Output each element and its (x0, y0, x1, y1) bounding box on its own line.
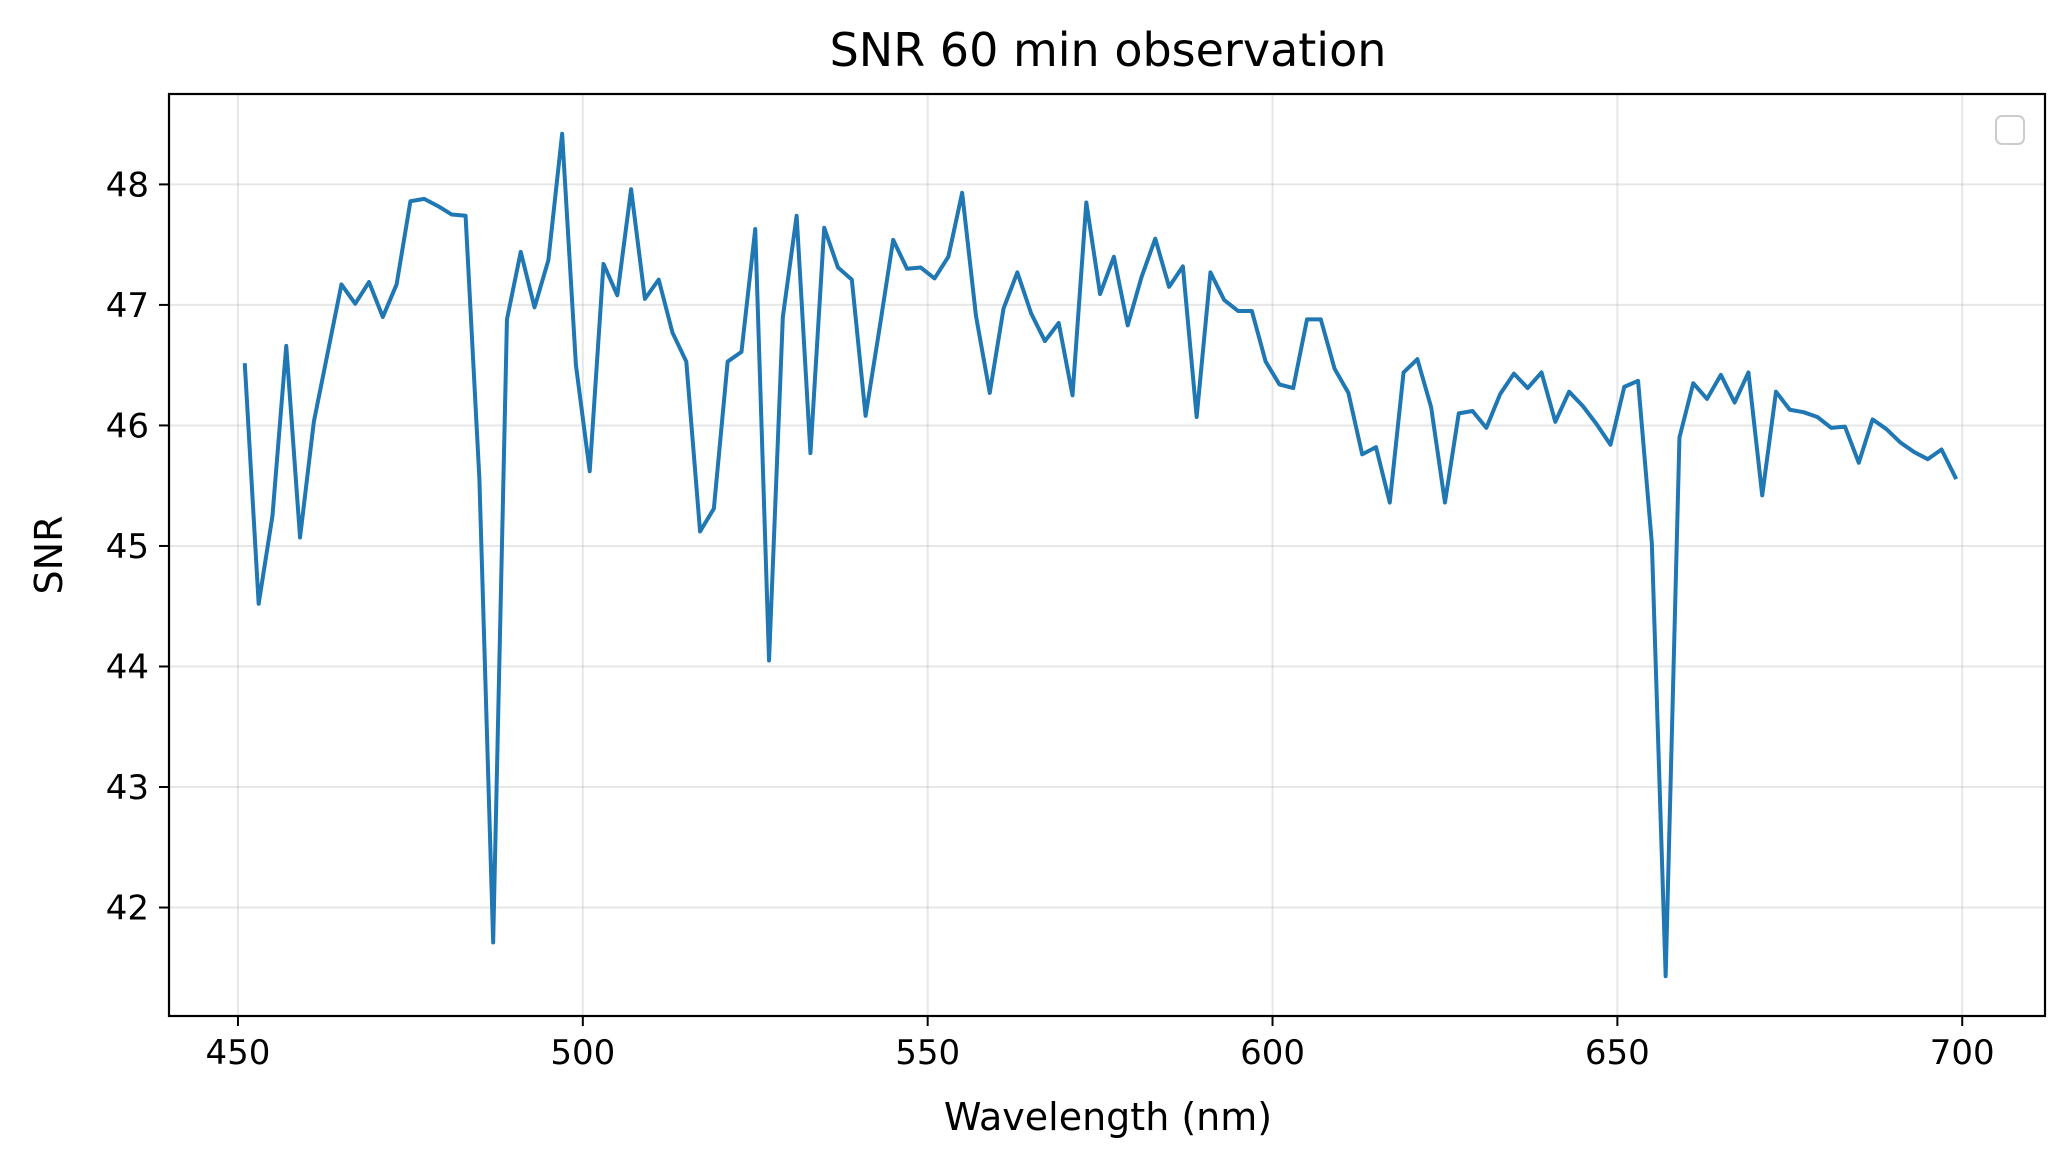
series-layer (242, 131, 1959, 979)
y-tick-label: 46 (106, 406, 149, 446)
y-tick-label: 48 (106, 165, 149, 205)
y-axis-label: SNR (27, 516, 71, 595)
legend-box (1995, 115, 2025, 145)
x-tick-label: 650 (1585, 1033, 1650, 1073)
grid (169, 94, 2045, 1016)
y-tick-label: 47 (106, 286, 149, 326)
y-tick-label: 44 (106, 647, 149, 687)
x-tick-label: 600 (1240, 1033, 1305, 1073)
y-tick-label: 45 (106, 527, 149, 567)
chart-title: SNR 60 min observation (830, 23, 1387, 77)
x-tick-label: 550 (895, 1033, 960, 1073)
y-tick-label: 43 (106, 768, 149, 808)
x-tick-label: 700 (1930, 1033, 1995, 1073)
x-axis-label: Wavelength (nm) (944, 1095, 1272, 1139)
snr-series-line (242, 131, 1959, 979)
y-tick-label: 42 (106, 889, 149, 929)
plot-frame (167, 92, 2047, 1018)
axis-ticks: 450 500 550 600 650 700 42 43 44 45 46 47 48 (106, 165, 1995, 1073)
x-tick-label: 450 (206, 1033, 271, 1073)
x-tick-label: 500 (550, 1033, 615, 1073)
